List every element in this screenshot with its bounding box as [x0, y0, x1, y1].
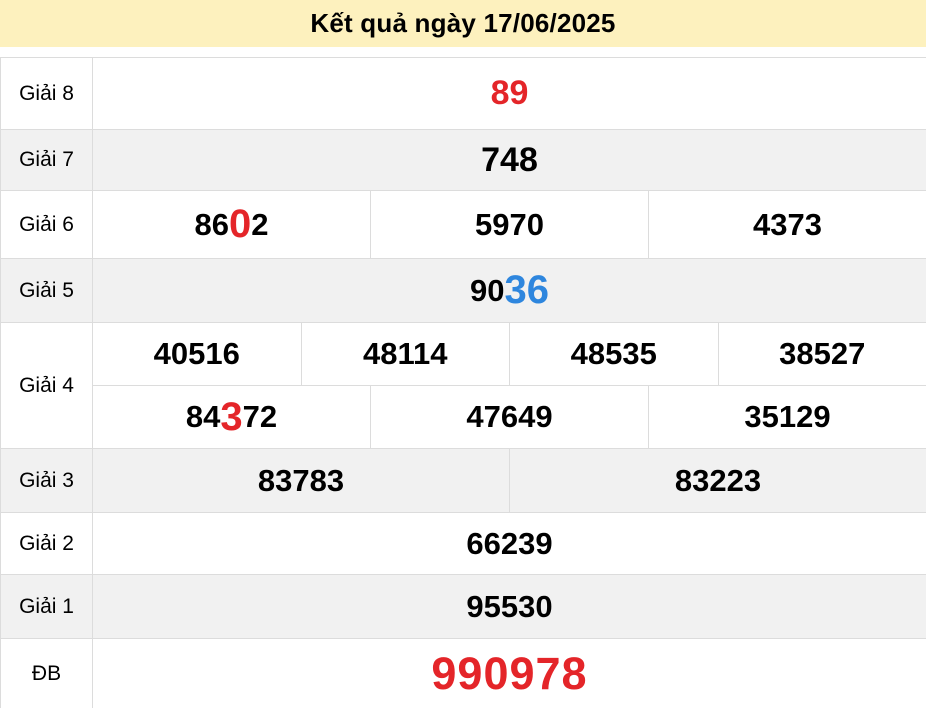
prize-number: 83783	[257, 462, 345, 498]
prize-number: 5970	[475, 206, 544, 242]
row-giai-3: Giải 3 83783 83223	[1, 449, 926, 513]
prize-number: 95530	[466, 588, 553, 624]
jackpot-number: 990978	[431, 647, 588, 699]
prize-cell: 38527	[717, 323, 926, 385]
row-giai-7: Giải 7 748	[1, 130, 926, 191]
prize-number: 48114	[363, 336, 448, 371]
prize-number-highlight: 3	[220, 394, 243, 439]
prize-cell: 4373	[648, 191, 926, 258]
prize-cell: 48114	[300, 323, 510, 385]
prize-cell: 83223	[509, 449, 926, 512]
row-giai-8: Giải 8 89	[1, 58, 926, 130]
prize-cell: 89	[93, 58, 926, 129]
row-giai-1: Giải 1 95530	[1, 575, 926, 639]
prize-label-giai-1: Giải 1	[1, 575, 93, 638]
prize-cell: 40516	[93, 323, 301, 385]
row-giai-5: Giải 5 90 36	[1, 259, 926, 323]
prize-label-giai-6: Giải 6	[1, 191, 93, 258]
prize-number-highlight: 36	[504, 268, 549, 312]
row-giai-6: Giải 6 86 0 2 5970 4373	[1, 191, 926, 259]
prize-number-segment: 86	[194, 206, 229, 242]
prize-number-highlight: 0	[228, 202, 252, 246]
prize-label-giai-3: Giải 3	[1, 449, 93, 512]
results-table: Giải 8 89 Giải 7 748 Giải 6 86 0 2	[0, 57, 926, 708]
prize-cell: 66239	[93, 513, 926, 574]
prize-number: 89	[490, 74, 529, 112]
prize-number-segment: 2	[251, 206, 269, 242]
prize-number: 38527	[779, 336, 866, 371]
row-giai-4: Giải 4 40516 48114 48535 38527	[1, 323, 926, 449]
results-header: Kết quả ngày 17/06/2025	[0, 0, 926, 47]
prize-number: 40516	[153, 336, 240, 371]
prize-number: 748	[481, 140, 538, 179]
prize-label-giai-4: Giải 4	[1, 323, 93, 448]
prize-label-dac-biet: ĐB	[1, 639, 93, 708]
prize-cell: 748	[93, 130, 926, 190]
prize-label-giai-2: Giải 2	[1, 513, 93, 574]
giai-4-line-1: 40516 48114 48535 38527	[93, 323, 926, 385]
row-giai-dac-biet: ĐB 990978	[1, 639, 926, 708]
prize-cell: 48535	[509, 323, 718, 385]
prize-number: 66239	[466, 525, 553, 561]
row-giai-2: Giải 2 66239	[1, 513, 926, 575]
prize-cell-jackpot: 990978	[93, 639, 926, 708]
prize-number: 4373	[753, 206, 822, 242]
prize-number: 83223	[674, 462, 762, 498]
prize-cell: 86 0 2	[93, 191, 370, 258]
prize-number: 47649	[466, 399, 553, 434]
prize-cell: 95530	[93, 575, 926, 638]
prize-label-giai-5: Giải 5	[1, 259, 93, 322]
prize-cell: 83783	[93, 449, 509, 512]
prize-label-giai-8: Giải 8	[1, 58, 93, 129]
header-spacer	[0, 47, 926, 57]
prize-cell: 35129	[648, 386, 926, 448]
prize-label-giai-7: Giải 7	[1, 130, 93, 190]
prize-number: 48535	[570, 336, 657, 371]
prize-cell: 90 36	[93, 259, 926, 322]
giai-4-line-2: 84 3 72 47649 35129	[93, 385, 926, 448]
prize-number: 35129	[744, 399, 831, 434]
prize-cell: 47649	[370, 386, 648, 448]
prize-number-segment: 84	[185, 399, 221, 434]
results-title: Kết quả ngày 17/06/2025	[310, 8, 616, 38]
prize-cell: 84 3 72	[93, 386, 370, 448]
prize-number-segment: 90	[470, 272, 505, 308]
prize-cell: 5970	[370, 191, 648, 258]
prize-number-segment: 72	[242, 399, 278, 434]
